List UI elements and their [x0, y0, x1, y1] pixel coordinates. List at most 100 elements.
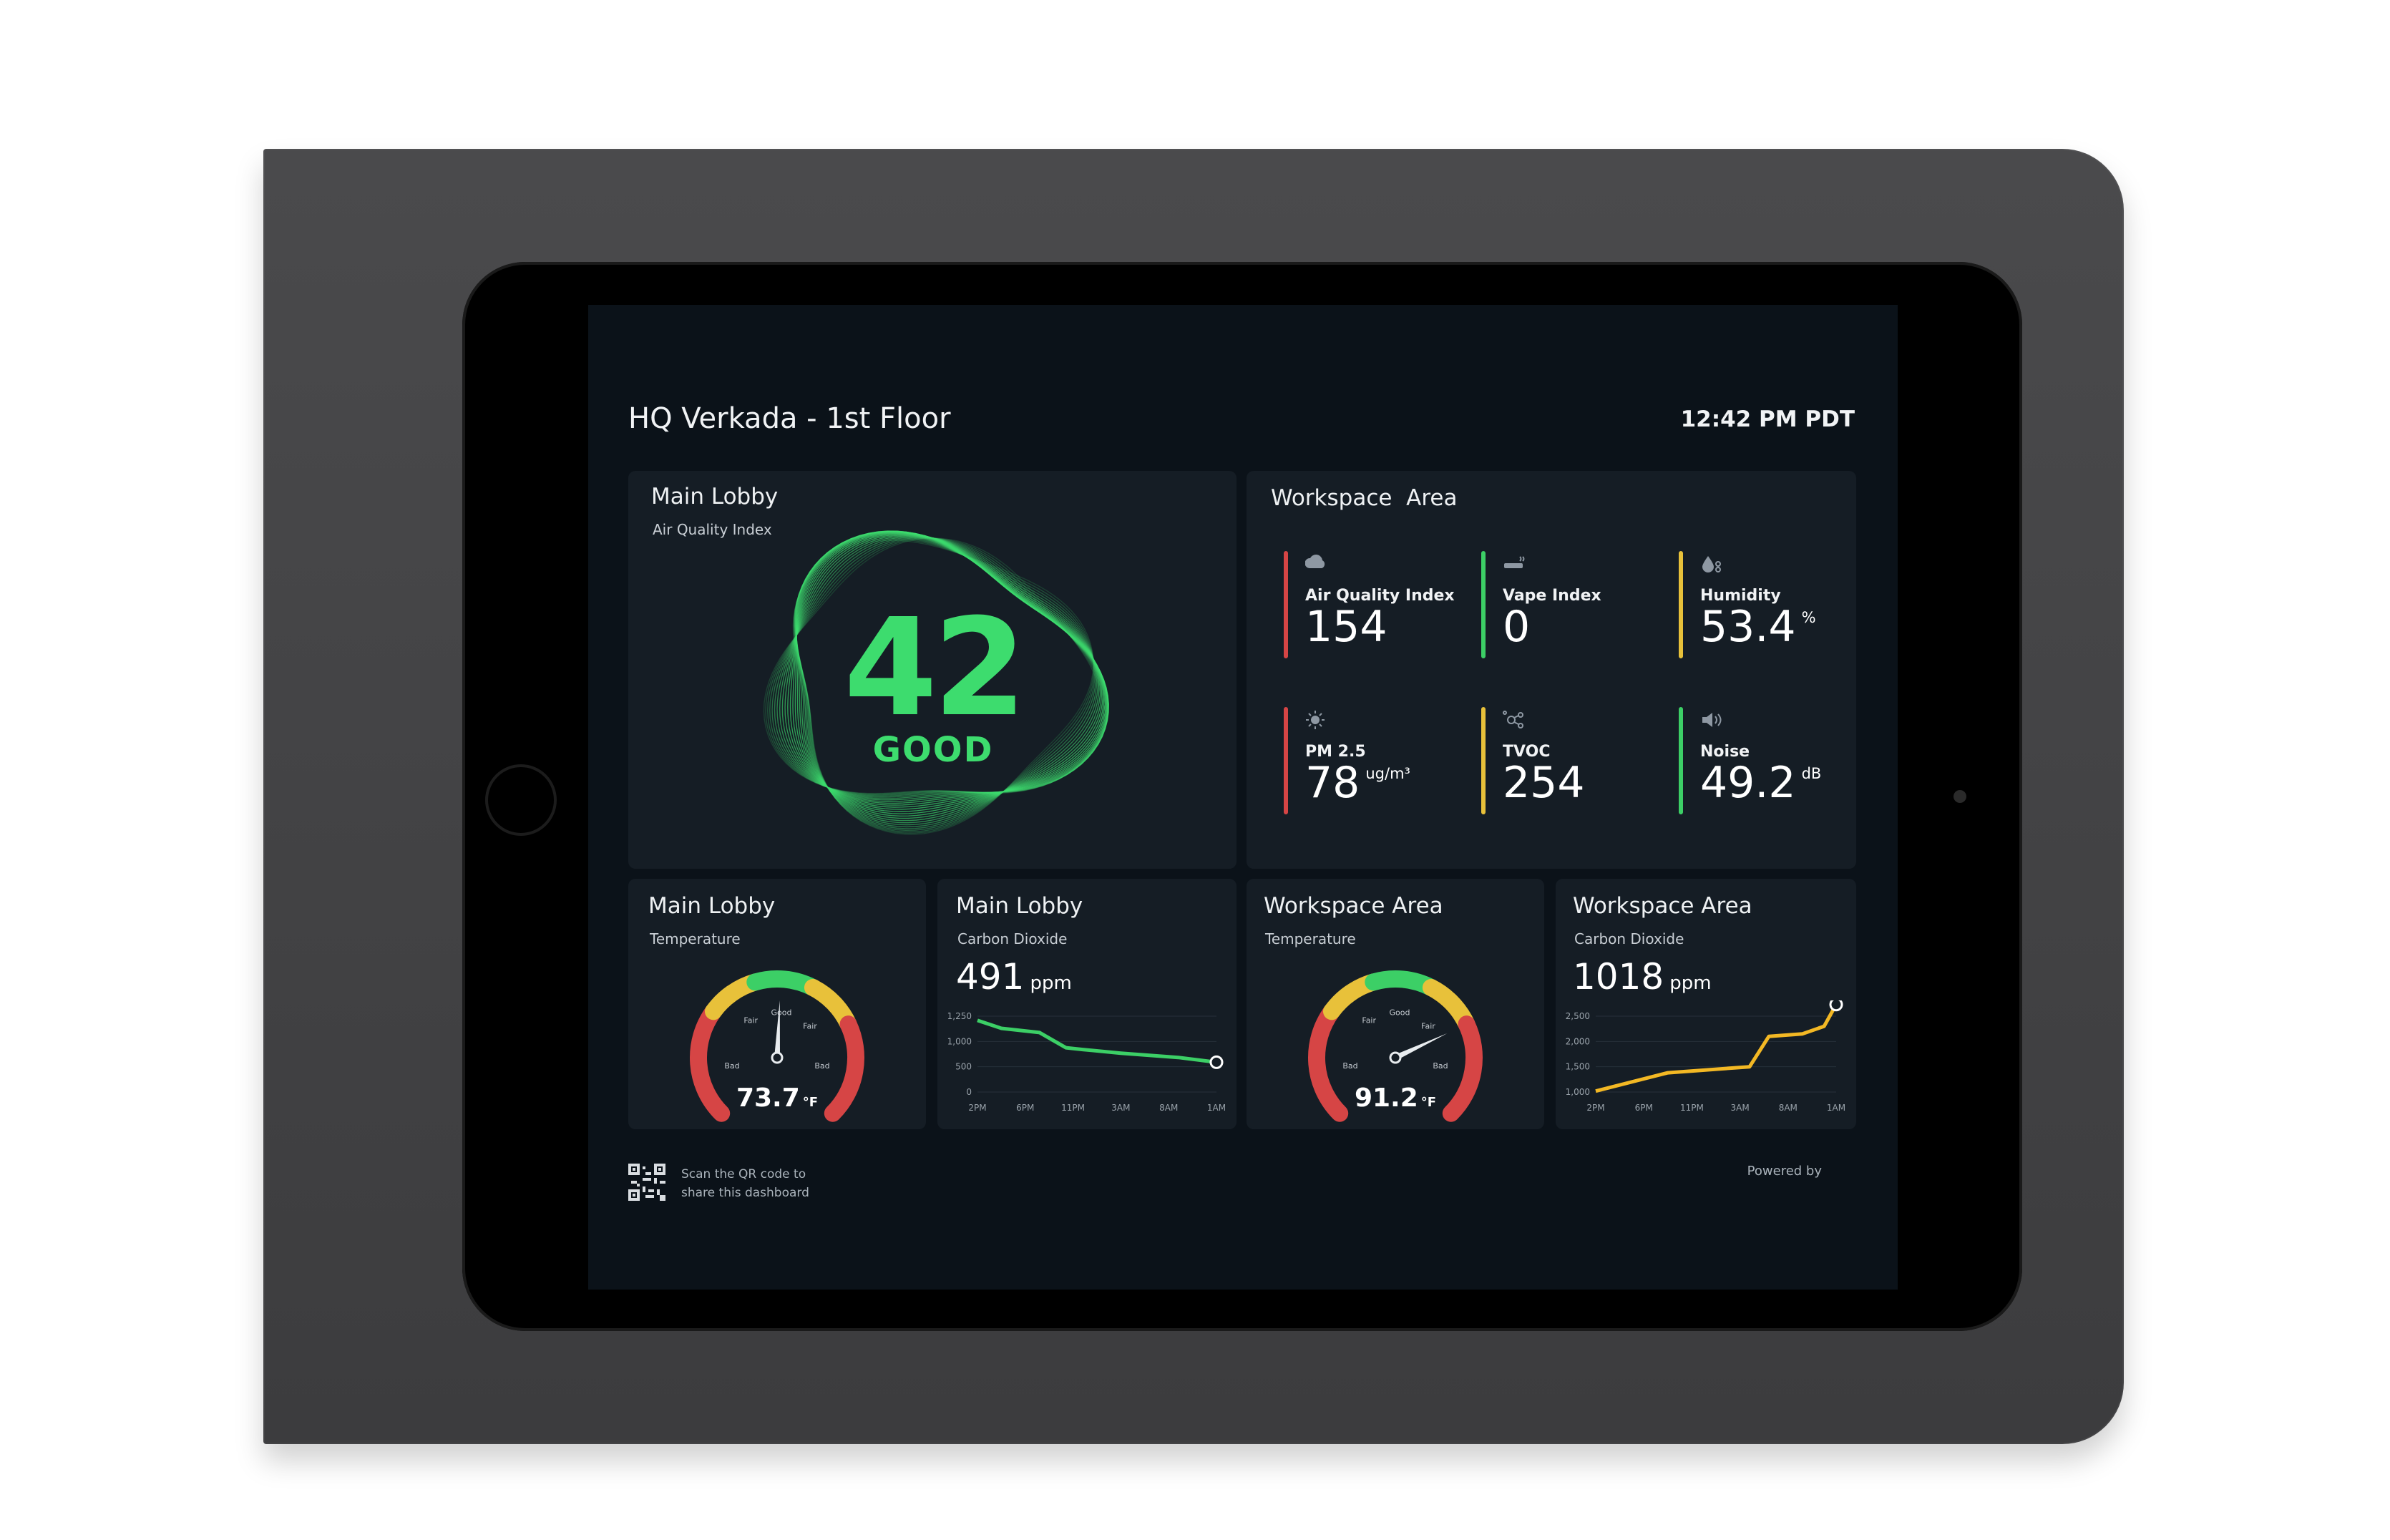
- gauge-needle: [774, 1000, 780, 1058]
- gauge-zone-label: Good: [771, 1008, 792, 1017]
- y-tick-label: 2,500: [1566, 1011, 1590, 1021]
- gauge-zone: [746, 970, 821, 996]
- gauge-zone: [690, 1003, 731, 1122]
- droplet-icon: [1702, 556, 1721, 572]
- speaker-icon: [1702, 713, 1722, 727]
- latest-point: [1829, 1000, 1843, 1012]
- gauge-zone-label: Fair: [803, 1022, 817, 1031]
- x-tick-label: 1AM: [1827, 1103, 1845, 1113]
- hero-aqi-card[interactable]: Main Lobby Air Quality Index 42 GOOD: [628, 471, 1237, 869]
- metric-unit: dB: [1801, 765, 1822, 782]
- gauge-zone-label: Bad: [1342, 1061, 1357, 1071]
- metric-label: Noise: [1700, 743, 1750, 761]
- status-bar: [1284, 707, 1288, 814]
- powered-by: Powered by: [1747, 1164, 1822, 1179]
- x-tick-label: 6PM: [1635, 1103, 1653, 1113]
- card-title: Workspace Area: [1271, 485, 1458, 511]
- metric-label: Air Quality Index: [1305, 587, 1455, 605]
- temperature-card-lobby[interactable]: Main Lobby Temperature Bad Fair Good Fair Ba…: [628, 879, 926, 1129]
- temperature-card-workspace[interactable]: Workspace Area Temperature Bad Fair Good Fa…: [1247, 879, 1544, 1129]
- metric-value: 254: [1503, 758, 1585, 808]
- metric-reading: 53.4%: [1700, 605, 1816, 648]
- gauge-zone-label: Bad: [724, 1061, 739, 1071]
- y-tick-label: 1,250: [947, 1011, 972, 1021]
- metric-label: Humidity: [1700, 587, 1781, 605]
- x-tick-label: 11PM: [1061, 1103, 1085, 1113]
- y-tick-label: 500: [955, 1062, 972, 1072]
- card-metric: Air Quality Index: [653, 521, 772, 538]
- x-tick-label: 6PM: [1016, 1103, 1034, 1113]
- dashboard-screen: HQ Verkada - 1st Floor 12:42 PM PDT Main…: [588, 305, 1898, 1290]
- y-tick-label: 1,000: [947, 1036, 972, 1046]
- gauge-value-row: 73.7 °F: [628, 1083, 926, 1113]
- series-line: [977, 1018, 1217, 1064]
- card-metric: Temperature: [650, 930, 741, 947]
- metric-reading: 154: [1305, 605, 1387, 648]
- status-bar: [1284, 551, 1288, 658]
- qr-code-icon[interactable]: [628, 1164, 665, 1201]
- gauge-zone: [1442, 1015, 1483, 1122]
- co2-line-chart: 2,500 2,000 1,500 1,000 2PM 6PM 11PM 3AM 8AM 1AM: [1566, 1000, 1845, 1113]
- card-location: Main Lobby: [648, 893, 776, 919]
- ring-wave-line: [767, 537, 1106, 796]
- co2-value: 1018: [1573, 956, 1664, 998]
- x-tick-label: 8AM: [1779, 1103, 1798, 1113]
- gauge-unit: °F: [802, 1095, 819, 1110]
- gauge-zone-label: Fair: [1362, 1016, 1376, 1025]
- card-metric: Carbon Dioxide: [957, 930, 1068, 947]
- metric-tile[interactable]: Vape Index 0: [1481, 550, 1667, 664]
- ring-wave-line: [794, 535, 1096, 832]
- y-tick-label: 2,000: [1566, 1036, 1590, 1046]
- x-tick-label: 3AM: [1111, 1103, 1130, 1113]
- y-tick-label: 1,500: [1566, 1062, 1590, 1072]
- x-tick-label: 2PM: [1586, 1103, 1604, 1113]
- clock: 12:42 PM PDT: [1680, 406, 1855, 432]
- metric-tile[interactable]: Humidity 53.4%: [1679, 550, 1865, 664]
- gauge-zone: [1308, 1003, 1349, 1122]
- card-location: Workspace Area: [1573, 893, 1752, 919]
- metric-tile[interactable]: Noise 49.2 dB: [1679, 706, 1865, 820]
- metric-unit: ug/m³: [1365, 765, 1410, 782]
- metric-reading: 78 ug/m³: [1305, 761, 1410, 804]
- metric-tile[interactable]: TVOC 254: [1481, 706, 1667, 820]
- ring-wave-line: [765, 537, 1105, 795]
- home-button[interactable]: [485, 764, 557, 836]
- gauge-value: 73.7: [736, 1083, 800, 1113]
- co2-card-lobby[interactable]: Main Lobby Carbon Dioxide 491 ppm 1,250 1,…: [937, 879, 1237, 1129]
- ring-wave-line: [794, 534, 1096, 829]
- card-location: Main Lobby: [651, 484, 779, 510]
- gauge-zone-label: Fair: [743, 1016, 758, 1025]
- gauge-needle: [1394, 1033, 1448, 1061]
- status-bar: [1679, 551, 1683, 658]
- front-camera: [1954, 790, 1966, 803]
- temperature-gauge: Bad Fair Good Fair Bad: [1308, 970, 1483, 1122]
- metric-unit: %: [1801, 609, 1816, 626]
- ring-wave-line: [763, 537, 1103, 794]
- workspace-metrics-card[interactable]: Workspace Area Air Quality Index 154 Vape …: [1247, 471, 1856, 869]
- gauge-value: 91.2: [1354, 1083, 1418, 1113]
- x-tick-label: 11PM: [1680, 1103, 1704, 1113]
- aqi-ring: 42 GOOD: [754, 522, 1112, 837]
- metric-value: 78: [1305, 758, 1360, 808]
- gauge-value-row: 91.2 °F: [1247, 1083, 1544, 1113]
- status-bar: [1481, 707, 1486, 814]
- ring-wave-line: [792, 540, 1094, 835]
- card-location: Workspace Area: [1264, 893, 1443, 919]
- metric-tile[interactable]: PM 2.5 78 ug/m³: [1284, 706, 1470, 820]
- metric-value: 0: [1503, 602, 1531, 652]
- metric-value: 154: [1305, 602, 1387, 652]
- card-metric: Carbon Dioxide: [1574, 930, 1684, 947]
- gauge-zone-label: Fair: [1421, 1022, 1435, 1031]
- co2-unit: ppm: [1669, 973, 1712, 994]
- cloud-icon: [1305, 555, 1325, 568]
- metric-tile[interactable]: Air Quality Index 154: [1284, 550, 1470, 664]
- sun-icon: [1306, 711, 1325, 729]
- y-tick-label: 0: [966, 1087, 972, 1097]
- aqi-value: 42: [844, 590, 1027, 746]
- gauge-hub: [771, 1051, 784, 1064]
- vape-icon: [1504, 556, 1525, 568]
- co2-card-workspace[interactable]: Workspace Area Carbon Dioxide 1018 ppm 2,…: [1556, 879, 1856, 1129]
- co2-reading: 491 ppm: [956, 956, 1072, 998]
- gauge-zone-label: Bad: [1433, 1061, 1448, 1071]
- status-bar: [1679, 707, 1683, 814]
